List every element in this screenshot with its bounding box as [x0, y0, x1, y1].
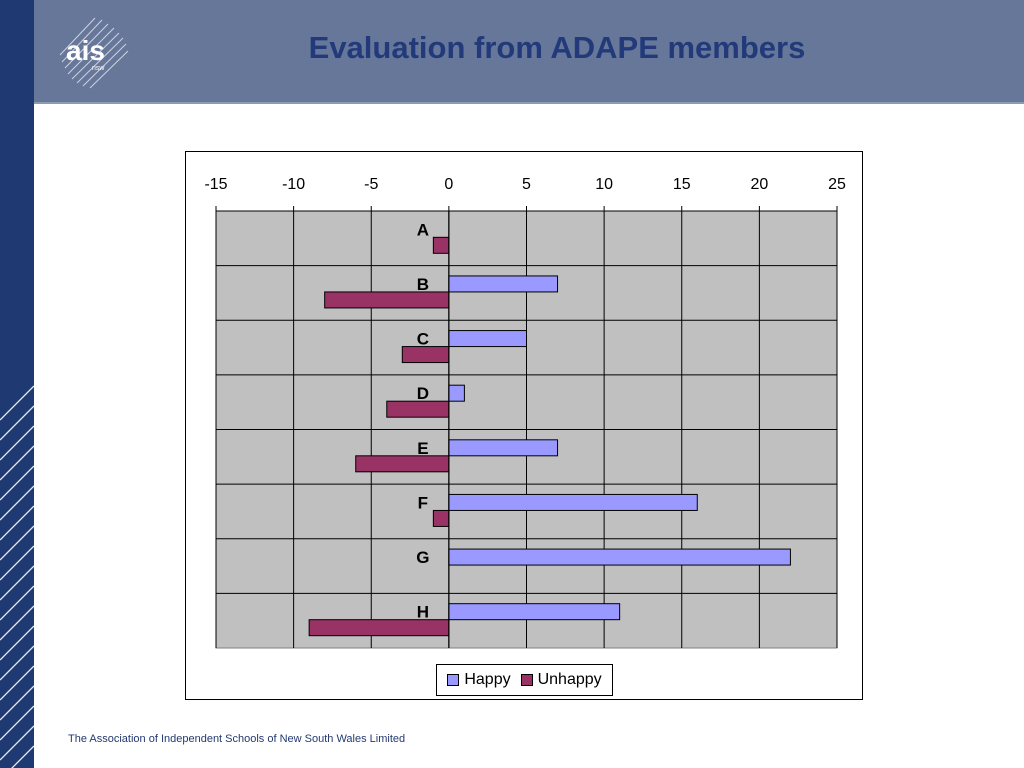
- legend-swatch-unhappy: [520, 674, 533, 686]
- svg-text:nsw: nsw: [92, 65, 105, 72]
- x-tick-label: 25: [828, 176, 846, 193]
- x-tick-label: -5: [364, 176, 378, 193]
- legend-swatch-happy: [447, 674, 460, 686]
- diagonal-stripes: [0, 385, 34, 768]
- bar-unhappy-A: [432, 236, 450, 254]
- x-tick-label: 20: [750, 176, 768, 193]
- category-label-A: A: [417, 220, 429, 239]
- header-divider: [34, 102, 1024, 104]
- bar-unhappy-D: [386, 400, 450, 418]
- category-label-H: H: [417, 603, 429, 622]
- bar-happy-E: [448, 439, 559, 457]
- bar-unhappy-B: [324, 291, 450, 309]
- category-label-B: B: [417, 275, 429, 294]
- x-tick-label: -15: [204, 176, 227, 193]
- bar-happy-C: [448, 330, 527, 348]
- category-label-F: F: [418, 493, 428, 512]
- x-tick-label: -10: [282, 176, 305, 193]
- bar-happy-H: [448, 603, 621, 621]
- svg-text:ais: ais: [66, 35, 105, 66]
- bar-happy-B: [448, 275, 559, 293]
- bar-unhappy-E: [355, 455, 450, 473]
- legend-item-unhappy: Unhappy: [520, 671, 602, 689]
- bar-unhappy-H: [308, 619, 450, 637]
- x-tick-label: 10: [595, 176, 613, 193]
- bar-happy-D: [448, 384, 465, 402]
- bar-happy-F: [448, 493, 698, 511]
- category-label-C: C: [417, 330, 429, 349]
- category-label-D: D: [417, 384, 429, 403]
- ais-logo: ais nsw: [50, 10, 132, 92]
- legend-label-unhappy: Unhappy: [537, 671, 602, 688]
- x-tick-label: 5: [522, 176, 531, 193]
- chart-legend: Happy Unhappy: [436, 664, 613, 696]
- legend-item-happy: Happy: [447, 671, 511, 689]
- category-label-G: G: [416, 548, 429, 567]
- x-tick-label: 0: [444, 176, 453, 193]
- slide-title: Evaluation from ADAPE members: [308, 30, 806, 65]
- slide-header: [34, 0, 1024, 102]
- legend-label-happy: Happy: [464, 671, 511, 688]
- bar-unhappy-C: [401, 346, 450, 364]
- left-accent-bar: [0, 0, 34, 768]
- x-tick-label: 15: [673, 176, 691, 193]
- category-label-E: E: [417, 439, 428, 458]
- bar-happy-G: [448, 548, 791, 566]
- footer-text: The Association of Independent Schools o…: [68, 733, 406, 745]
- bar-unhappy-F: [432, 509, 450, 527]
